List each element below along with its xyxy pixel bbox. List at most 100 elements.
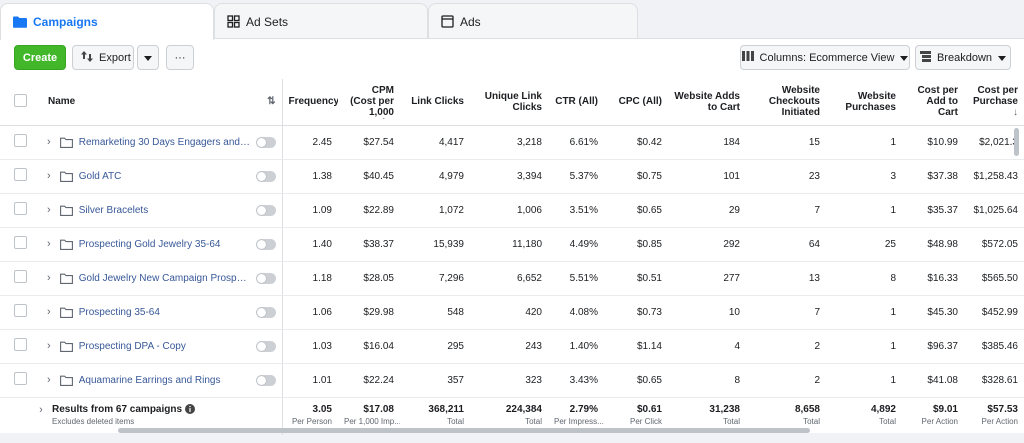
tab-ads[interactable]: Ads: [428, 3, 638, 39]
chevron-right-icon[interactable]: ›: [39, 403, 43, 416]
campaign-name-cell: › Gold ATC: [38, 159, 283, 194]
row-checkbox[interactable]: [14, 236, 27, 249]
chevron-right-icon[interactable]: ›: [47, 374, 51, 386]
cell-ctr: 4.08%: [548, 295, 604, 330]
table-row[interactable]: › Silver Bracelets 1.09 $22.89 1,072 1,006 3.5…: [0, 193, 1024, 228]
row-checkbox[interactable]: [14, 372, 27, 385]
column-header-cpm[interactable]: CPM (Cost per 1,000 Impressions): [338, 79, 400, 126]
campaign-toggle[interactable]: [256, 306, 276, 318]
total-ctr: 2.79% Per Impress...: [548, 397, 604, 435]
campaign-toggle[interactable]: [256, 238, 276, 250]
vertical-scrollbar[interactable]: [1014, 128, 1019, 156]
more-options-button[interactable]: ···: [166, 45, 194, 70]
campaign-toggle[interactable]: [256, 272, 276, 284]
column-header-link-clicks[interactable]: Link Clicks: [400, 79, 470, 126]
more-icon: ···: [174, 51, 186, 64]
cell-adds-to-cart: 8: [668, 363, 746, 398]
cell-frequency: 2.45: [282, 125, 338, 160]
total-value: 8,658: [794, 403, 820, 415]
chevron-right-icon[interactable]: ›: [47, 306, 51, 318]
total-value: $9.01: [932, 403, 958, 415]
row-checkbox[interactable]: [14, 202, 27, 215]
campaign-toggle[interactable]: [256, 170, 276, 182]
campaign-name-link[interactable]: Gold ATC: [78, 170, 122, 182]
export-dropdown-button[interactable]: [137, 45, 159, 70]
column-header-adds-to-cart[interactable]: Website Adds to Cart: [668, 79, 746, 126]
column-label: Name: [48, 96, 76, 108]
cell-adds-to-cart: 277: [668, 261, 746, 296]
table-row[interactable]: › Gold Jewelry New Campaign Prospect... 1.…: [0, 261, 1024, 296]
row-checkbox[interactable]: [14, 338, 27, 351]
cell-link-clicks: 295: [400, 329, 470, 364]
chevron-right-icon[interactable]: ›: [47, 340, 51, 352]
info-icon[interactable]: [184, 403, 195, 414]
row-select-cell[interactable]: [0, 295, 38, 330]
table-row[interactable]: › Gold ATC 1.38 $40.45 4,979 3,394 5.37% $0.75 1…: [0, 159, 1024, 194]
row-select-cell[interactable]: [0, 125, 38, 160]
column-header-ctr[interactable]: CTR (All): [548, 79, 604, 126]
sort-icon[interactable]: ⇅: [267, 96, 276, 108]
campaign-name-cell: › Prospecting Gold Jewelry 35-64: [38, 227, 283, 262]
horizontal-scrollbar[interactable]: [118, 428, 810, 433]
chevron-right-icon[interactable]: ›: [47, 170, 51, 182]
chevron-right-icon[interactable]: ›: [47, 272, 51, 284]
cell-adds-to-cart: 292: [668, 227, 746, 262]
column-header-name[interactable]: Name ⇅: [38, 79, 283, 126]
table-row[interactable]: › Prospecting 35-64 1.06 $29.98 548 420 4.08% $…: [0, 295, 1024, 330]
column-header-cpc[interactable]: CPC (All): [604, 79, 668, 126]
select-all-checkbox[interactable]: [14, 93, 27, 107]
export-button[interactable]: Export: [72, 45, 134, 70]
tab-campaigns[interactable]: Campaigns: [0, 3, 214, 40]
campaign-name-link[interactable]: Prospecting 35-64: [78, 306, 160, 318]
row-checkbox[interactable]: [14, 134, 27, 147]
campaign-name-link[interactable]: Remarketing 30 Days Engagers and W...: [78, 136, 251, 148]
table-row[interactable]: › Prospecting DPA - Copy 1.03 $16.04 295 243 1…: [0, 329, 1024, 364]
table-row[interactable]: › Aquamarine Earrings and Rings 1.01 $22.24…: [0, 363, 1024, 398]
row-select-cell[interactable]: [0, 193, 38, 228]
cell-purchases: 3: [826, 159, 902, 194]
column-header-cost-purchase[interactable]: Cost per Purchase ↓: [964, 79, 1024, 126]
row-checkbox[interactable]: [14, 270, 27, 283]
cell-adds-to-cart: 10: [668, 295, 746, 330]
totals-row: › Results from 67 campaigns Excludes del…: [0, 397, 1024, 435]
column-header-frequency[interactable]: Frequency: [282, 79, 338, 126]
cell-link-clicks: 1,072: [400, 193, 470, 228]
cell-unique-link-clicks: 323: [470, 363, 548, 398]
campaign-name-link[interactable]: Aquamarine Earrings and Rings: [78, 374, 221, 386]
column-header-checkouts[interactable]: Website Checkouts Initiated: [746, 79, 826, 126]
cell-purchases: 1: [826, 193, 902, 228]
cell-checkouts: 13: [746, 261, 826, 296]
row-select-cell[interactable]: [0, 329, 38, 364]
tab-ad-sets[interactable]: Ad Sets: [214, 3, 428, 39]
campaign-toggle[interactable]: [256, 136, 276, 148]
chevron-right-icon[interactable]: ›: [47, 136, 51, 148]
export-icon: [81, 50, 93, 65]
row-select-cell[interactable]: [0, 261, 38, 296]
campaign-toggle[interactable]: [256, 340, 276, 352]
campaign-name-link[interactable]: Silver Bracelets: [78, 204, 149, 216]
campaign-name-link[interactable]: Gold Jewelry New Campaign Prospect...: [78, 272, 251, 284]
column-header-purchases[interactable]: Website Purchases: [826, 79, 902, 126]
row-select-cell[interactable]: [0, 159, 38, 194]
row-checkbox[interactable]: [14, 168, 27, 181]
row-select-cell[interactable]: [0, 227, 38, 262]
select-all-cell[interactable]: [0, 79, 38, 126]
cell-adds-to-cart: 4: [668, 329, 746, 364]
row-select-cell[interactable]: [0, 363, 38, 398]
chevron-right-icon[interactable]: ›: [47, 238, 51, 250]
column-label: Website Adds to Cart: [674, 90, 740, 113]
campaign-toggle[interactable]: [256, 374, 276, 386]
breakdown-button[interactable]: Breakdown: [915, 45, 1011, 70]
row-checkbox[interactable]: [14, 304, 27, 317]
campaign-name-link[interactable]: Prospecting DPA - Copy: [78, 340, 186, 352]
column-header-cost-add-cart[interactable]: Cost per Add to Cart: [902, 79, 964, 126]
chevron-right-icon[interactable]: ›: [47, 204, 51, 216]
columns-button[interactable]: Columns: Ecommerce View: [740, 45, 910, 70]
column-header-unique-link-clicks[interactable]: Unique Link Clicks: [470, 79, 548, 126]
tab-bar: Campaigns Ad Sets Ads: [0, 0, 1024, 40]
campaign-toggle[interactable]: [256, 204, 276, 216]
create-button[interactable]: Create: [14, 45, 66, 70]
table-row[interactable]: › Prospecting Gold Jewelry 35-64 1.40 $38.3…: [0, 227, 1024, 262]
campaign-name-link[interactable]: Prospecting Gold Jewelry 35-64: [78, 238, 221, 250]
table-row[interactable]: › Remarketing 30 Days Engagers and W... 2.…: [0, 125, 1024, 160]
